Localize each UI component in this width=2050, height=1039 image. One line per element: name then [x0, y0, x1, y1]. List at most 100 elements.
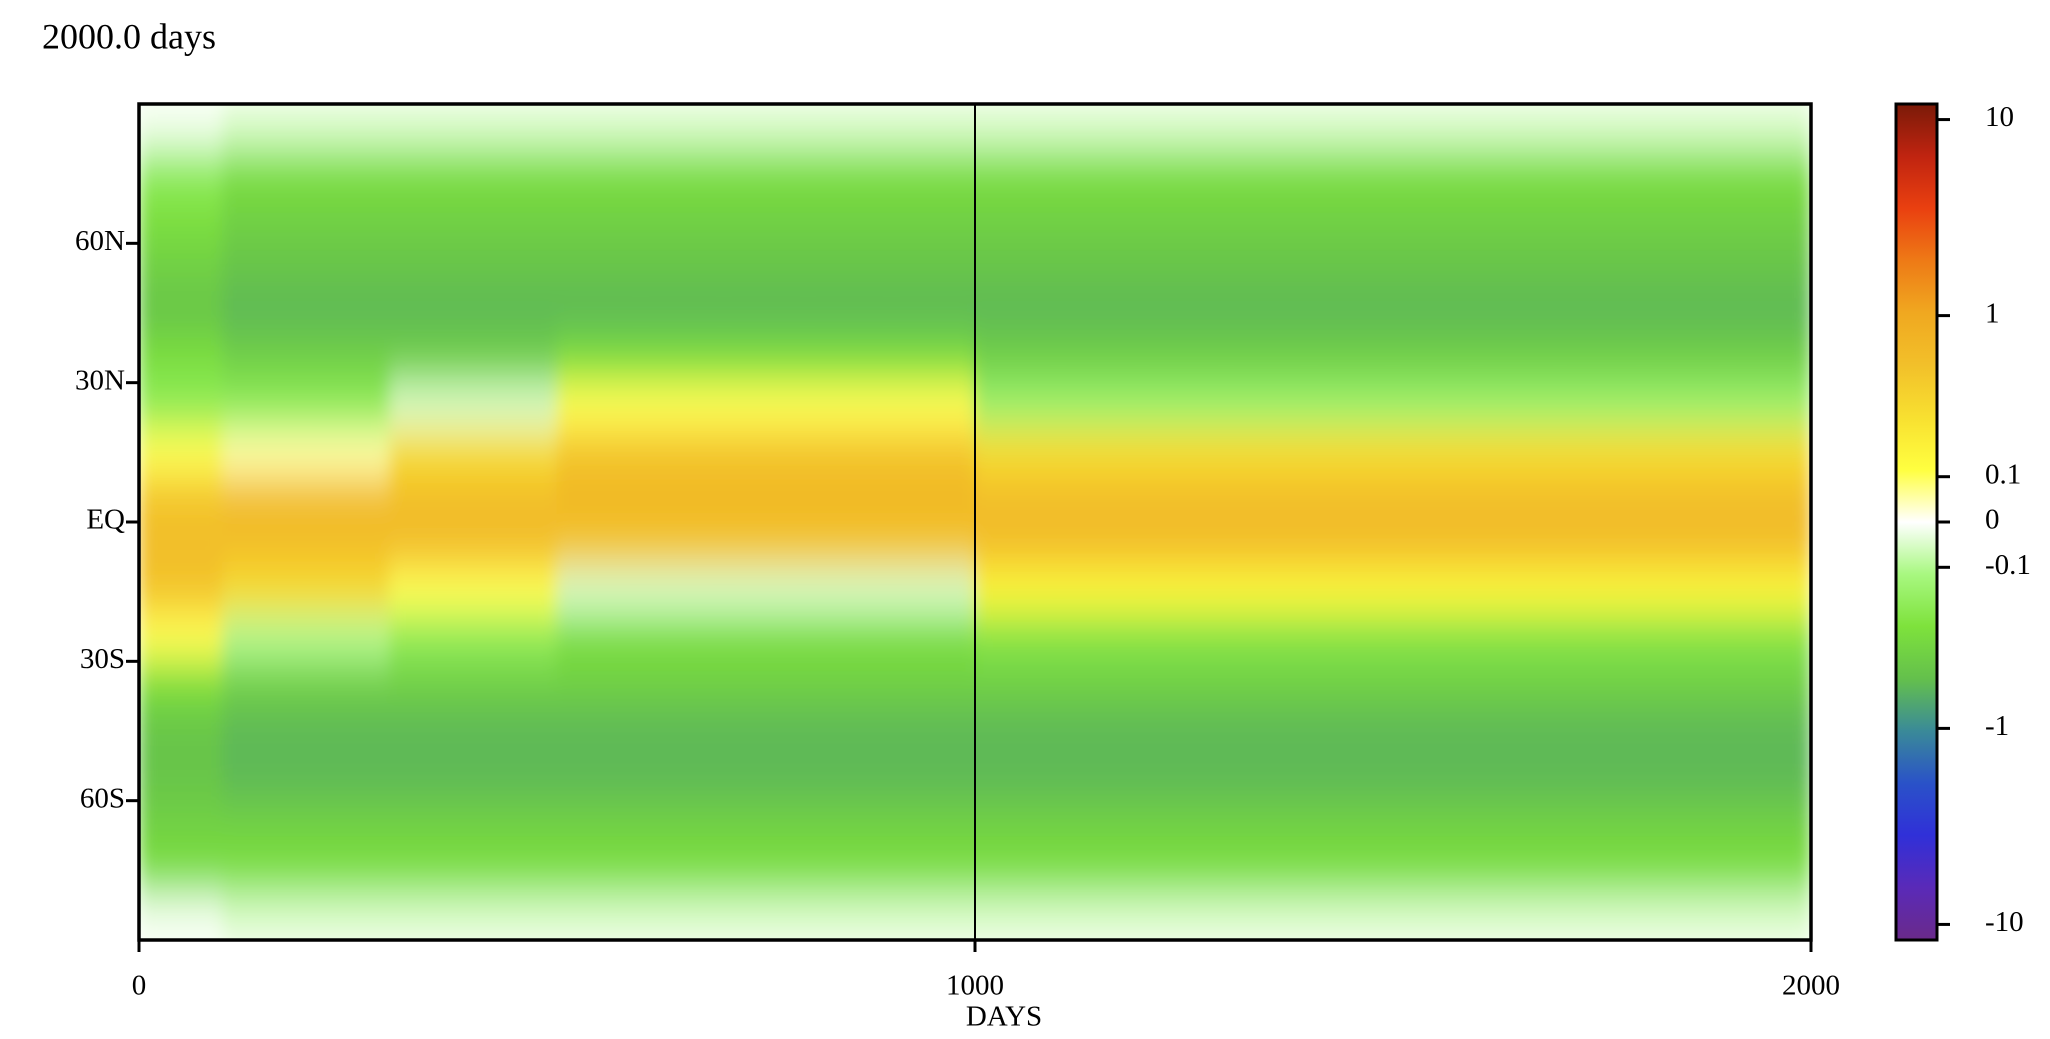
heat-cell: [974, 335, 1060, 384]
heat-cell: [1643, 614, 1728, 662]
heat-cell: [974, 242, 1060, 291]
heat-cell: [556, 196, 642, 244]
heat-cell: [640, 753, 725, 802]
heat-cell: [640, 196, 725, 244]
heat-cell: [222, 660, 307, 709]
heat-cell: [1643, 104, 1728, 151]
heat-cell: [472, 149, 558, 198]
heat-cell: [1726, 800, 1811, 848]
heat-cell: [139, 196, 224, 244]
heat-cell: [974, 104, 1060, 151]
heat-cell: [1058, 196, 1143, 244]
heat-cell: [1308, 614, 1394, 662]
heat-cell: [1392, 521, 1478, 569]
heat-cell: [1392, 242, 1478, 291]
heat-cell: [1141, 104, 1227, 151]
heat-cell: [1058, 335, 1143, 384]
heat-cell: [556, 800, 642, 848]
heat-cell: [1643, 707, 1728, 755]
heat-cell: [1225, 335, 1310, 384]
heat-cell: [1392, 893, 1478, 940]
heat-cell: [974, 800, 1060, 848]
heat-cell: [1559, 382, 1645, 430]
heat-cell: [1141, 846, 1227, 895]
heat-cell: [1476, 475, 1561, 523]
heat-cell: [389, 660, 474, 709]
heat-cell: [1308, 800, 1394, 848]
heat-cell: [1476, 893, 1561, 940]
heat-cell: [1141, 335, 1227, 384]
heat-cell: [1141, 382, 1227, 430]
heat-cell: [1476, 149, 1561, 198]
heat-cell: [640, 800, 725, 848]
heat-cell: [1308, 428, 1394, 477]
heat-cell: [1392, 335, 1478, 384]
heat-cell: [1392, 800, 1478, 848]
heat-cell: [472, 753, 558, 802]
heat-cell: [1058, 382, 1143, 430]
heat-cell: [389, 753, 474, 802]
heat-cell: [305, 475, 391, 523]
heat-cell: [1559, 846, 1645, 895]
y-tick-label: 60S: [80, 782, 125, 814]
heat-cell: [1392, 707, 1478, 755]
heat-cell: [1559, 149, 1645, 198]
heat-cell: [723, 289, 809, 337]
heat-cell: [1726, 567, 1811, 616]
heat-cell: [890, 660, 976, 709]
heat-cell: [389, 800, 474, 848]
heat-cell: [222, 753, 307, 802]
heat-cell: [1308, 382, 1394, 430]
heat-cell: [222, 289, 307, 337]
heat-cell: [1141, 707, 1227, 755]
heat-cell: [1058, 104, 1143, 151]
heat-cell: [807, 104, 892, 151]
heat-cell: [1308, 335, 1394, 384]
heat-cell: [640, 567, 725, 616]
heat-cell: [222, 428, 307, 477]
heat-cell: [1643, 475, 1728, 523]
heat-cell: [1058, 567, 1143, 616]
heat-cell: [1476, 567, 1561, 616]
heat-cell: [640, 149, 725, 198]
heat-cell: [472, 893, 558, 940]
heat-cell: [723, 753, 809, 802]
heat-cell: [1058, 707, 1143, 755]
heat-cell: [556, 614, 642, 662]
heat-cell: [1058, 242, 1143, 291]
heat-cell: [1643, 521, 1728, 569]
heat-cell: [1308, 893, 1394, 940]
heat-cell: [139, 521, 224, 569]
heat-cell: [389, 196, 474, 244]
heat-cell: [1726, 614, 1811, 662]
heat-cell: [1559, 475, 1645, 523]
heat-cell: [1476, 800, 1561, 848]
heat-cell: [1559, 196, 1645, 244]
heat-cell: [1308, 660, 1394, 709]
heat-cell: [807, 567, 892, 616]
colorbar-tick-label: -1: [1985, 710, 2009, 742]
heat-cell: [723, 567, 809, 616]
heatmap-cells: [139, 104, 1811, 940]
heat-cell: [640, 475, 725, 523]
heat-cell: [1559, 707, 1645, 755]
heat-cell: [890, 800, 976, 848]
heat-cell: [1476, 289, 1561, 337]
heat-cell: [974, 289, 1060, 337]
heat-cell: [139, 475, 224, 523]
x-tick-label: 1000: [946, 970, 1004, 1002]
heat-cell: [139, 242, 224, 291]
heat-cell: [974, 428, 1060, 477]
heat-cell: [305, 567, 391, 616]
heat-cell: [1559, 800, 1645, 848]
heat-cell: [723, 382, 809, 430]
heat-cell: [472, 846, 558, 895]
heat-cell: [723, 893, 809, 940]
colorbar-tick-label: -10: [1985, 906, 2024, 938]
heat-cell: [1058, 614, 1143, 662]
heat-cell: [1559, 567, 1645, 616]
heat-cell: [807, 846, 892, 895]
heat-cell: [1392, 428, 1478, 477]
heat-cell: [1726, 335, 1811, 384]
heat-cell: [1225, 196, 1310, 244]
